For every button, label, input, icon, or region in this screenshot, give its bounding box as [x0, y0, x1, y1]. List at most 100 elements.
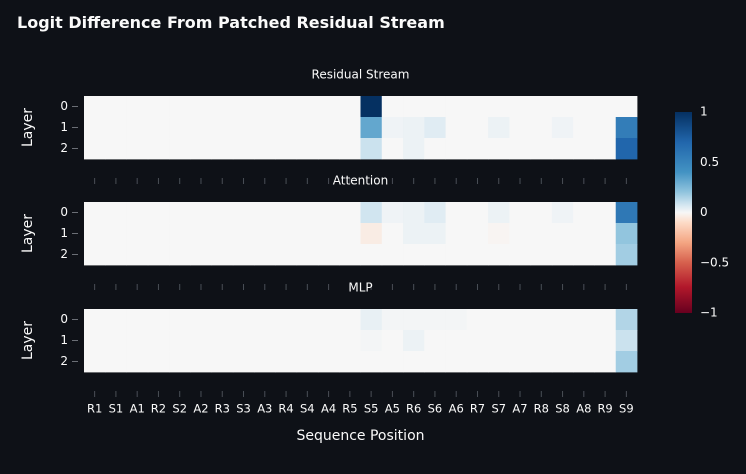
- heatmap-cell: [509, 244, 532, 266]
- heatmap-cell: [403, 202, 425, 224]
- heatmap-cell: [615, 351, 638, 373]
- heatmap-cell: [509, 96, 532, 118]
- heatmap-cell: [403, 223, 425, 245]
- y-axis-label: Layer: [20, 321, 36, 360]
- heatmap-cell: [466, 117, 489, 139]
- heatmap-cell: [509, 309, 532, 331]
- heatmap-cell: [296, 96, 319, 118]
- heatmap-cell: [232, 223, 255, 245]
- heatmap-cell: [530, 138, 553, 160]
- heatmap-cell: [381, 202, 404, 224]
- heatmap-cell: [190, 351, 213, 373]
- heatmap-cell: [424, 138, 446, 160]
- heatmap-cell: [211, 330, 234, 352]
- heatmap-cell: [169, 96, 191, 118]
- heatmap-cell: [360, 202, 383, 224]
- colorbar-tick-label: 0.5: [700, 155, 719, 169]
- heatmap-cell: [424, 244, 446, 266]
- heatmap-cell: [211, 117, 234, 139]
- y-tick-label: 1: [60, 333, 68, 347]
- heatmap-cell: [147, 309, 170, 331]
- heatmap-cell: [381, 309, 404, 331]
- heatmap-cell: [488, 202, 510, 224]
- heatmap-cell: [275, 96, 298, 118]
- heatmap-cell: [615, 117, 638, 139]
- heatmap-cell: [424, 96, 446, 118]
- heatmap-cell: [360, 351, 383, 373]
- heatmap-cell: [466, 351, 489, 373]
- heatmap-cell: [190, 330, 213, 352]
- heatmap-cell: [211, 202, 234, 224]
- heatmap-cell: [615, 202, 638, 224]
- heatmap-cell: [424, 202, 446, 224]
- heatmap-cell: [381, 117, 404, 139]
- heatmap-cell: [169, 202, 191, 224]
- x-tick-label: A2: [193, 402, 208, 416]
- heatmap-cell: [147, 330, 170, 352]
- y-tick-label: 0: [60, 205, 68, 219]
- heatmap-cell: [211, 138, 234, 160]
- heatmap-cell: [232, 117, 255, 139]
- heatmap-cell: [424, 223, 446, 245]
- heatmap-cell: [254, 202, 276, 224]
- heatmap-cell: [105, 96, 127, 118]
- heatmap-cell: [615, 223, 638, 245]
- heatmap-cell: [147, 244, 170, 266]
- heatmap-cell: [169, 244, 191, 266]
- heatmap-cell: [594, 223, 617, 245]
- heatmap-cell: [466, 309, 489, 331]
- x-tick-label: S9: [619, 402, 634, 416]
- heatmap-cell: [211, 223, 234, 245]
- x-tick-label: S5: [364, 402, 379, 416]
- heatmap-cell: [339, 96, 361, 118]
- heatmap-cell: [126, 117, 149, 139]
- heatmap-cell: [317, 138, 340, 160]
- y-tick-label: 0: [60, 312, 68, 326]
- heatmap-cell: [594, 96, 617, 118]
- heatmap-cell: [275, 138, 298, 160]
- heatmap-cell: [190, 96, 213, 118]
- heatmap-cell: [381, 244, 404, 266]
- heatmap-cell: [573, 202, 595, 224]
- heatmap-cell: [317, 309, 340, 331]
- y-tick-label: 1: [60, 120, 68, 134]
- heatmap-cell: [126, 202, 149, 224]
- heatmap-cell: [296, 244, 319, 266]
- subplot-title: Attention: [333, 174, 388, 188]
- heatmap-cell: [105, 117, 127, 139]
- heatmap-cell: [466, 202, 489, 224]
- x-tick-label: A1: [130, 402, 145, 416]
- heatmap-cell: [275, 244, 298, 266]
- x-tick-label: S3: [236, 402, 251, 416]
- heatmap-cell: [169, 309, 191, 331]
- heatmap-cell: [147, 96, 170, 118]
- heatmap-cell: [488, 351, 510, 373]
- heatmap-cell: [339, 351, 361, 373]
- heatmap-cell: [126, 309, 149, 331]
- heatmap-cell: [615, 138, 638, 160]
- heatmap-cell: [126, 96, 149, 118]
- heatmap-cell: [488, 330, 510, 352]
- x-tick-label: S2: [172, 402, 187, 416]
- heatmap-cell: [190, 244, 213, 266]
- heatmap-cell: [360, 309, 383, 331]
- heatmap-cell: [594, 138, 617, 160]
- heatmap-cell: [509, 330, 532, 352]
- heatmap-cell: [509, 202, 532, 224]
- heatmap-cell: [339, 202, 361, 224]
- heatmap-cell: [105, 351, 127, 373]
- heatmap-cell: [594, 330, 617, 352]
- heatmap-cell: [232, 96, 255, 118]
- heatmap-cell: [551, 117, 574, 139]
- heatmap-cell: [445, 330, 468, 352]
- heatmap-cell: [190, 223, 213, 245]
- heatmap-cell: [275, 202, 298, 224]
- heatmap-cell: [84, 330, 106, 352]
- heatmap-cell: [126, 223, 149, 245]
- y-tick-label: 2: [60, 354, 68, 368]
- heatmap-cell: [254, 138, 276, 160]
- heatmap-cell: [254, 244, 276, 266]
- heatmap-cell: [169, 351, 191, 373]
